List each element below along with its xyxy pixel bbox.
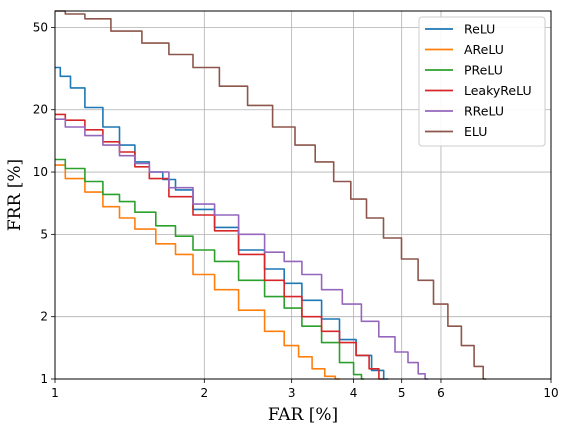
legend-label: RReLU bbox=[464, 104, 504, 119]
ticks: 1 2 3 4 5 6 10 1 2 5 10 20 50 bbox=[33, 20, 559, 400]
series-line-leakyrelu bbox=[55, 113, 384, 380]
legend-label: ELU bbox=[464, 124, 487, 139]
y-tick-label: 20 bbox=[33, 103, 48, 117]
y-axis-label: FRR [%] bbox=[5, 159, 25, 231]
series-line-rrelu bbox=[55, 118, 428, 380]
series-line-arelu bbox=[55, 164, 340, 380]
series-line-elu bbox=[55, 10, 487, 380]
x-tick-label: 4 bbox=[350, 386, 358, 400]
plot-frame bbox=[54, 10, 552, 380]
x-tick-label: 5 bbox=[398, 386, 406, 400]
x-tick-label: 10 bbox=[543, 386, 558, 400]
x-tick-label: 2 bbox=[200, 386, 208, 400]
y-tick-label: 2 bbox=[40, 310, 48, 324]
y-tick-label: 10 bbox=[33, 165, 48, 179]
legend-label: LeakyReLU bbox=[464, 83, 532, 98]
y-tick-label: 50 bbox=[33, 20, 48, 34]
legend-label: ReLU bbox=[464, 22, 495, 37]
x-tick-label: 3 bbox=[288, 386, 296, 400]
series-line-relu bbox=[55, 66, 389, 380]
series-lines bbox=[55, 10, 487, 380]
y-tick-label: 5 bbox=[40, 227, 48, 241]
legend: ReLU AReLU PReLU LeakyReLU RReLU ELU bbox=[418, 16, 546, 147]
x-axis-label: FAR [%] bbox=[268, 405, 338, 425]
legend-label: PReLU bbox=[464, 63, 503, 78]
legend-label: AReLU bbox=[464, 42, 504, 57]
y-tick-label: 1 bbox=[40, 372, 48, 386]
x-tick-label: 6 bbox=[437, 386, 445, 400]
x-tick-label: 1 bbox=[51, 386, 59, 400]
series-line-prelu bbox=[55, 158, 365, 380]
